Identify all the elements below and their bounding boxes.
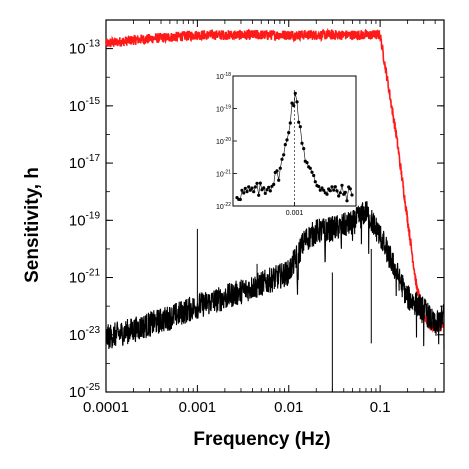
inset-y-tick-label: 10-20 <box>216 137 231 146</box>
y-axis-title: Sensitivity, h <box>22 167 43 283</box>
inset-series-line <box>236 93 353 201</box>
y-tick-label: 10-23 <box>69 325 101 344</box>
y-tick-label: 10-17 <box>69 153 101 172</box>
inset-x-tick-label: 0.001 <box>286 210 304 217</box>
inset-y-tick-label: 10-18 <box>216 72 231 81</box>
inset-y-tick-label: 10-22 <box>216 202 231 211</box>
y-tick-label: 10-25 <box>69 382 101 401</box>
x-tick-label: 0.01 <box>274 399 303 416</box>
plot-frame <box>105 19 445 393</box>
axis-ticks: 0.0001 0.001 0.01 0.110-1310-1510-1710-1910… <box>69 19 445 416</box>
inset-chart: 10-18 10-19 10-20 10-21 10-22 0.001 <box>216 72 357 217</box>
y-tick-label: 10-19 <box>69 210 101 229</box>
x-axis-title: Frequency (Hz) <box>193 429 330 450</box>
y-tick-label: 10-13 <box>69 39 101 58</box>
y-tick-label: 10-21 <box>69 268 101 287</box>
y-tick-label: 10-15 <box>69 96 101 115</box>
inset-y-tick-label: 10-19 <box>216 105 231 114</box>
black-series-line <box>105 201 445 350</box>
x-tick-label: 0.0001 <box>83 399 129 416</box>
x-tick-label: 0.1 <box>370 399 391 416</box>
red-series-line <box>105 27 445 333</box>
plot-border <box>105 19 445 393</box>
inset-y-tick-label: 10-21 <box>216 170 231 179</box>
series-layer <box>105 27 445 392</box>
x-tick-label: 0.001 <box>179 399 217 416</box>
